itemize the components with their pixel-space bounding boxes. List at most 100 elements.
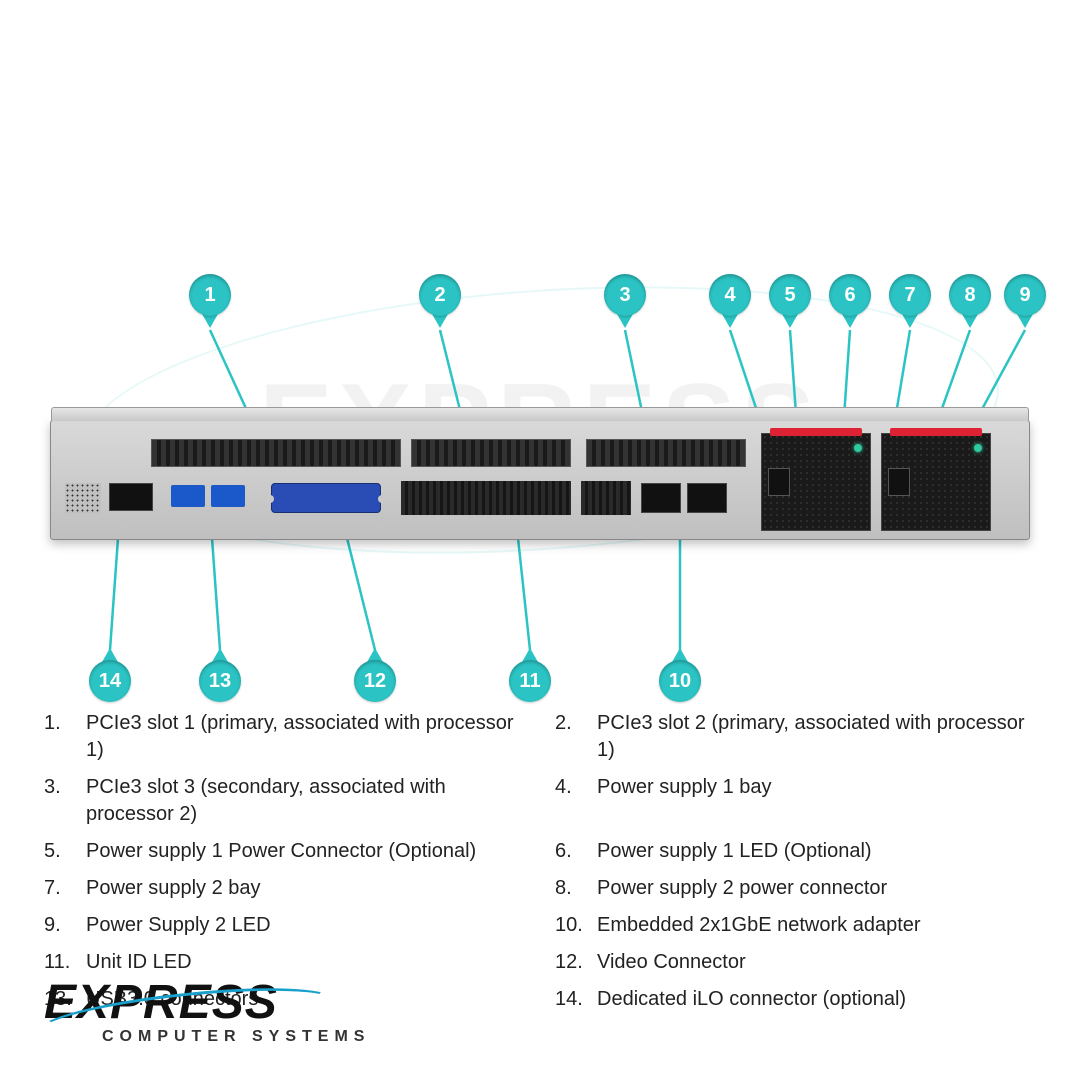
legend-row: 6. Power supply 1 LED (Optional) [555,838,1036,865]
callout-8: 8 [949,274,991,330]
legend-num: 9. [44,912,72,939]
usb3-port-1 [171,485,205,507]
callout-tail [1017,314,1033,328]
legend-row: 9. Power Supply 2 LED [44,912,525,939]
legend-text: Video Connector [597,949,746,976]
callout-1: 1 [189,274,231,330]
legend-text: Dedicated iLO connector (optional) [597,986,906,1013]
psu-1 [761,433,871,531]
legend-row: 3. PCIe3 slot 3 (secondary, associated wi… [44,774,525,828]
legend-num: 3. [44,774,72,828]
psu-1-handle [770,428,862,436]
legend-text: Embedded 2x1GbE network adapter [597,912,921,939]
callout-tail [432,314,448,328]
legend-row: 8. Power supply 2 power connector [555,875,1036,902]
psu-1-plug [768,468,790,496]
callout-14: 14 [89,650,131,706]
callout-13: 13 [199,650,241,706]
callout-tail [842,314,858,328]
callout-tail [617,314,633,328]
legend-num: 10. [555,912,583,939]
legend-text: Power supply 1 LED (Optional) [597,838,872,865]
callout-bubble: 2 [419,274,461,316]
pcie-slot-3 [586,439,746,467]
callout-7: 7 [889,274,931,330]
callout-4: 4 [709,274,751,330]
callout-bubble: 10 [659,660,701,702]
callout-bubble: 4 [709,274,751,316]
callout-bubble: 7 [889,274,931,316]
legend-num: 11. [44,949,72,976]
legend-text: Unit ID LED [86,949,192,976]
psu-2-led [974,444,982,452]
legend-text: Power supply 1 Power Connector (Optional… [86,838,476,865]
usb3-port-2 [211,485,245,507]
callout-bubble: 6 [829,274,871,316]
psu-2-plug [888,468,910,496]
legend-num: 12. [555,949,583,976]
legend-num: 14. [555,986,583,1013]
ethernet-port-1 [641,483,681,513]
legend-num: 5. [44,838,72,865]
callout-bubble: 8 [949,274,991,316]
vga-port [271,483,381,513]
server-rear-view [50,420,1030,540]
legend: 1. PCIe3 slot 1 (primary, associated with… [44,710,1036,1013]
legend-text: Power supply 2 power connector [597,875,887,902]
legend-num: 6. [555,838,583,865]
legend-num: 4. [555,774,583,828]
callout-bubble: 1 [189,274,231,316]
vent-mid [581,481,631,515]
pcie-slot-2 [411,439,571,467]
legend-row: 1. PCIe3 slot 1 (primary, associated with… [44,710,525,764]
legend-row: 4. Power supply 1 bay [555,774,1036,828]
legend-num: 7. [44,875,72,902]
diagram: 1234567891011121314 [40,250,1040,670]
legend-row: 12. Video Connector [555,949,1036,976]
legend-row: 14. Dedicated iLO connector (optional) [555,986,1036,1013]
callout-6: 6 [829,274,871,330]
callout-bubble: 11 [509,660,551,702]
vent-left [65,483,101,513]
callout-tail [902,314,918,328]
psu-2-handle [890,428,982,436]
legend-num: 8. [555,875,583,902]
callout-bubble: 12 [354,660,396,702]
legend-row: 10. Embedded 2x1GbE network adapter [555,912,1036,939]
ethernet-port-2 [687,483,727,513]
callout-bubble: 14 [89,660,131,702]
legend-text: Power supply 1 bay [597,774,772,828]
legend-num: 2. [555,710,583,764]
callout-3: 3 [604,274,646,330]
pcie-slot-1 [151,439,401,467]
callout-bubble: 5 [769,274,811,316]
legend-row: 11. Unit ID LED [44,949,525,976]
legend-row: 2. PCIe3 slot 2 (primary, associated with… [555,710,1036,764]
callout-bubble: 3 [604,274,646,316]
legend-text: PCIe3 slot 3 (secondary, associated with… [86,774,525,828]
brand-logo: EXPRESS COMPUTER SYSTEMS [44,975,370,1046]
legend-num: 1. [44,710,72,764]
server-lid [51,407,1029,421]
callout-tail [962,314,978,328]
callout-11: 11 [509,650,551,706]
legend-text: Power supply 2 bay [86,875,261,902]
callout-tail [782,314,798,328]
callout-bubble: 9 [1004,274,1046,316]
legend-row: 7. Power supply 2 bay [44,875,525,902]
logo-main: EXPRESS [44,975,370,1030]
callout-5: 5 [769,274,811,330]
legend-text: PCIe3 slot 2 (primary, associated with p… [597,710,1036,764]
psu-1-led [854,444,862,452]
callout-10: 10 [659,650,701,706]
callout-bubble: 13 [199,660,241,702]
psu-2 [881,433,991,531]
vent-center [401,481,571,515]
callout-12: 12 [354,650,396,706]
legend-row: 5. Power supply 1 Power Connector (Option… [44,838,525,865]
callout-tail [202,314,218,328]
legend-text: Power Supply 2 LED [86,912,271,939]
callout-tail [722,314,738,328]
ilo-port [109,483,153,511]
legend-text: PCIe3 slot 1 (primary, associated with p… [86,710,525,764]
